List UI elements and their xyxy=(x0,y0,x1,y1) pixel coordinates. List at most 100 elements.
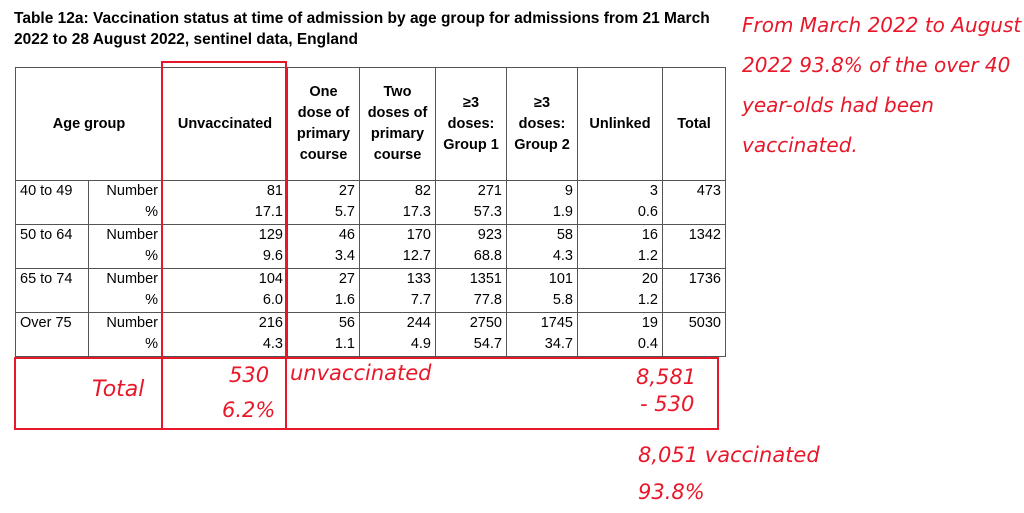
count-value: 170 xyxy=(406,227,431,243)
header-row: Age group Unvaccinated One dose of prima… xyxy=(15,67,726,181)
total-label: Total xyxy=(92,377,145,402)
unvaccinated-percent: 6.2% xyxy=(222,398,276,422)
header-age-group: Age group xyxy=(15,67,163,181)
total-cell: 5030 xyxy=(662,312,726,357)
row-labels: Number% xyxy=(88,312,163,357)
percent-value: 17.1 xyxy=(254,204,283,220)
value-cell: 19 0.4 xyxy=(577,312,663,357)
percent-label: % xyxy=(145,292,158,308)
percent-value: 17.3 xyxy=(402,204,431,220)
value-cell: 271 57.3 xyxy=(435,180,507,225)
value-cell: 27 1.6 xyxy=(287,268,360,313)
table-row: 40 to 49 Number% 81 17.1 27 5.7 82 17.3 271 57.3 9… xyxy=(15,180,726,225)
value-cell: 923 68.8 xyxy=(435,224,507,269)
number-label: Number xyxy=(106,183,158,199)
total-row-highlight xyxy=(14,357,719,430)
percent-value: 0.4 xyxy=(637,336,658,352)
sum-total: 8,581 xyxy=(636,365,697,389)
count-value: 216 xyxy=(258,315,283,331)
total-cell: 1736 xyxy=(662,268,726,313)
value-cell: 3 0.6 xyxy=(577,180,663,225)
value-cell: 104 6.0 xyxy=(162,268,288,313)
count-value: 244 xyxy=(406,315,431,331)
count-value: 56 xyxy=(338,315,355,331)
count-value: 58 xyxy=(556,227,573,243)
table-row: 50 to 64 Number% 129 9.6 46 3.4 170 12.7 923 68.8… xyxy=(15,224,726,269)
count-value: 20 xyxy=(641,271,658,287)
percent-label: % xyxy=(145,204,158,220)
value-cell: 46 3.4 xyxy=(287,224,360,269)
header-unlinked: Unlinked xyxy=(577,67,663,181)
minus-unvaccinated: - 530 xyxy=(640,392,695,416)
percent-value: 0.6 xyxy=(637,204,658,220)
header-one-dose: One dose of primary course xyxy=(287,67,360,181)
age-group-cell: 40 to 49 xyxy=(15,180,89,225)
count-value: 27 xyxy=(338,271,355,287)
value-cell: 1351 77.8 xyxy=(435,268,507,313)
header-group-2: ≥3 doses: Group 2 xyxy=(506,67,578,181)
count-value: 923 xyxy=(477,227,502,243)
count-value: 16 xyxy=(641,227,658,243)
header-group-1: ≥3 doses: Group 1 xyxy=(435,67,507,181)
percent-value: 4.9 xyxy=(410,336,431,352)
vaccination-table: Age group Unvaccinated One dose of prima… xyxy=(15,67,726,357)
percent-value: 3.4 xyxy=(334,248,355,264)
percent-value: 4.3 xyxy=(552,248,573,264)
value-cell: 58 4.3 xyxy=(506,224,578,269)
count-value: 9 xyxy=(564,183,573,199)
table-title: Table 12a: Vaccination status at time of… xyxy=(14,10,710,48)
count-value: 104 xyxy=(258,271,283,287)
percent-value: 5.8 xyxy=(552,292,573,308)
percent-label: % xyxy=(145,336,158,352)
number-label: Number xyxy=(106,271,158,287)
vaccinated-count: 8,051 vaccinated xyxy=(638,443,820,467)
total-cell: 1342 xyxy=(662,224,726,269)
percent-value: 12.7 xyxy=(402,248,431,264)
percent-value: 34.7 xyxy=(544,336,573,352)
table-row: Over 75 Number% 216 4.3 56 1.1 244 4.9 2750 54.7 1… xyxy=(15,312,726,357)
row-labels: Number% xyxy=(88,224,163,269)
percent-value: 1.1 xyxy=(334,336,355,352)
value-cell: 129 9.6 xyxy=(162,224,288,269)
vaccinated-percent: 93.8% xyxy=(638,480,705,504)
count-value: 1745 xyxy=(540,315,573,331)
percent-value: 1.9 xyxy=(552,204,573,220)
count-value: 46 xyxy=(338,227,355,243)
percent-label: % xyxy=(145,248,158,264)
value-cell: 9 1.9 xyxy=(506,180,578,225)
age-group-cell: 50 to 64 xyxy=(15,224,89,269)
age-group-cell: Over 75 xyxy=(15,312,89,357)
value-cell: 16 1.2 xyxy=(577,224,663,269)
percent-value: 68.8 xyxy=(473,248,502,264)
percent-value: 1.2 xyxy=(637,248,658,264)
value-cell: 20 1.2 xyxy=(577,268,663,313)
unvaccinated-word: unvaccinated xyxy=(290,361,432,385)
value-cell: 244 4.9 xyxy=(359,312,436,357)
count-value: 81 xyxy=(266,183,283,199)
count-value: 271 xyxy=(477,183,502,199)
summary-note: From March 2022 to August 2022 93.8% of … xyxy=(742,13,1022,157)
count-value: 2750 xyxy=(469,315,502,331)
value-cell: 56 1.1 xyxy=(287,312,360,357)
unvaccinated-count: 530 xyxy=(229,363,270,387)
total-cell: 473 xyxy=(662,180,726,225)
count-value: 82 xyxy=(414,183,431,199)
value-cell: 27 5.7 xyxy=(287,180,360,225)
percent-value: 1.2 xyxy=(637,292,658,308)
age-group-cell: 65 to 74 xyxy=(15,268,89,313)
value-cell: 133 7.7 xyxy=(359,268,436,313)
percent-value: 54.7 xyxy=(473,336,502,352)
value-cell: 216 4.3 xyxy=(162,312,288,357)
table-row: 65 to 74 Number% 104 6.0 27 1.6 133 7.7 1351 77.8… xyxy=(15,268,726,313)
value-cell: 1745 34.7 xyxy=(506,312,578,357)
count-value: 3 xyxy=(649,183,658,199)
count-value: 27 xyxy=(338,183,355,199)
value-cell: 101 5.8 xyxy=(506,268,578,313)
value-cell: 2750 54.7 xyxy=(435,312,507,357)
count-value: 129 xyxy=(258,227,283,243)
percent-value: 7.7 xyxy=(410,292,431,308)
percent-value: 77.8 xyxy=(473,292,502,308)
percent-value: 9.6 xyxy=(262,248,283,264)
number-label: Number xyxy=(106,227,158,243)
percent-value: 4.3 xyxy=(262,336,283,352)
